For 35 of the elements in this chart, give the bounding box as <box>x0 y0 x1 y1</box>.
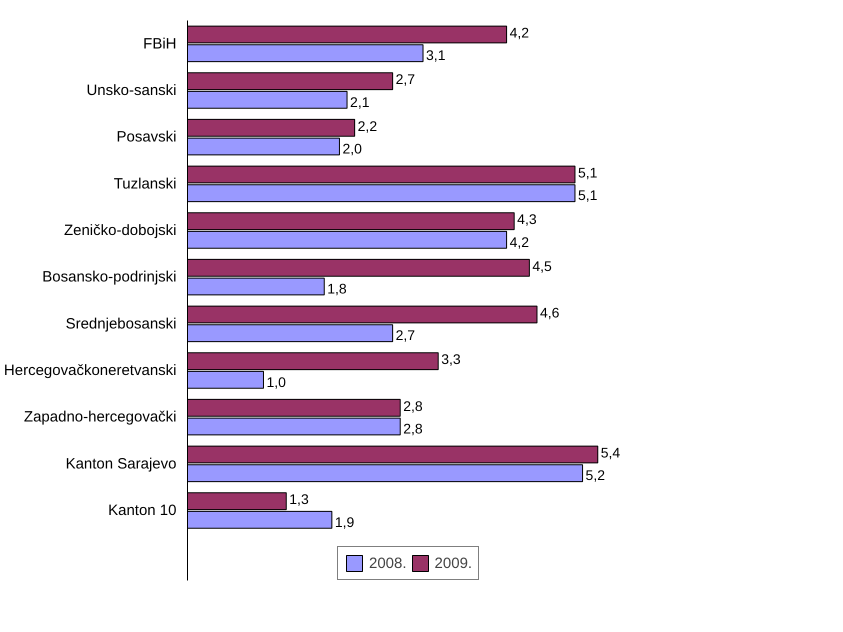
data-label: 5,4 <box>600 444 620 460</box>
y-tick-label: Zeničko-dobojski <box>64 222 177 239</box>
legend-label: 2009. <box>434 554 472 572</box>
data-label: 1,9 <box>334 514 355 530</box>
data-label: 2,1 <box>350 94 370 110</box>
data-label: 5,1 <box>578 164 598 180</box>
y-tick-label: FBiH <box>143 35 177 52</box>
y-tick-label: Tuzlanski <box>114 175 177 192</box>
y-tick-label: Unsko-sanski <box>86 82 176 99</box>
data-label: 2,8 <box>403 398 423 414</box>
data-label: 5,1 <box>578 187 598 204</box>
data-label: 2,7 <box>396 71 416 88</box>
y-tick-label: Hercegovačkoneretvanski <box>4 362 177 379</box>
y-tick-label: Posavski <box>116 128 177 146</box>
data-label: 2,2 <box>358 118 378 134</box>
data-label: 2,8 <box>403 420 423 436</box>
data-label: 2,7 <box>396 327 416 344</box>
y-tick-label: Bosansko-podrinjski <box>42 268 177 286</box>
data-label: 4,3 <box>517 211 537 228</box>
y-tick-label: Kanton 10 <box>108 502 177 519</box>
data-label: 3,1 <box>426 47 446 64</box>
data-label: 4,6 <box>540 304 560 320</box>
legend-label: 2008. <box>369 554 407 572</box>
data-label: 1,0 <box>266 374 286 390</box>
y-tick-label: Kanton Sarajevo <box>66 455 177 472</box>
data-label: 1,3 <box>289 491 309 508</box>
y-tick-label: Zapadno-hercegovački <box>24 408 176 426</box>
data-label: 5,2 <box>586 467 606 484</box>
data-label: 1,8 <box>327 280 347 296</box>
data-label: 3,3 <box>441 351 461 368</box>
data-label: 4,5 <box>532 258 552 274</box>
y-tick-label: Srednjebosanski <box>66 315 177 332</box>
data-label: 4,2 <box>510 24 530 40</box>
data-label: 2,0 <box>342 140 362 156</box>
data-label: 4,2 <box>510 234 530 250</box>
